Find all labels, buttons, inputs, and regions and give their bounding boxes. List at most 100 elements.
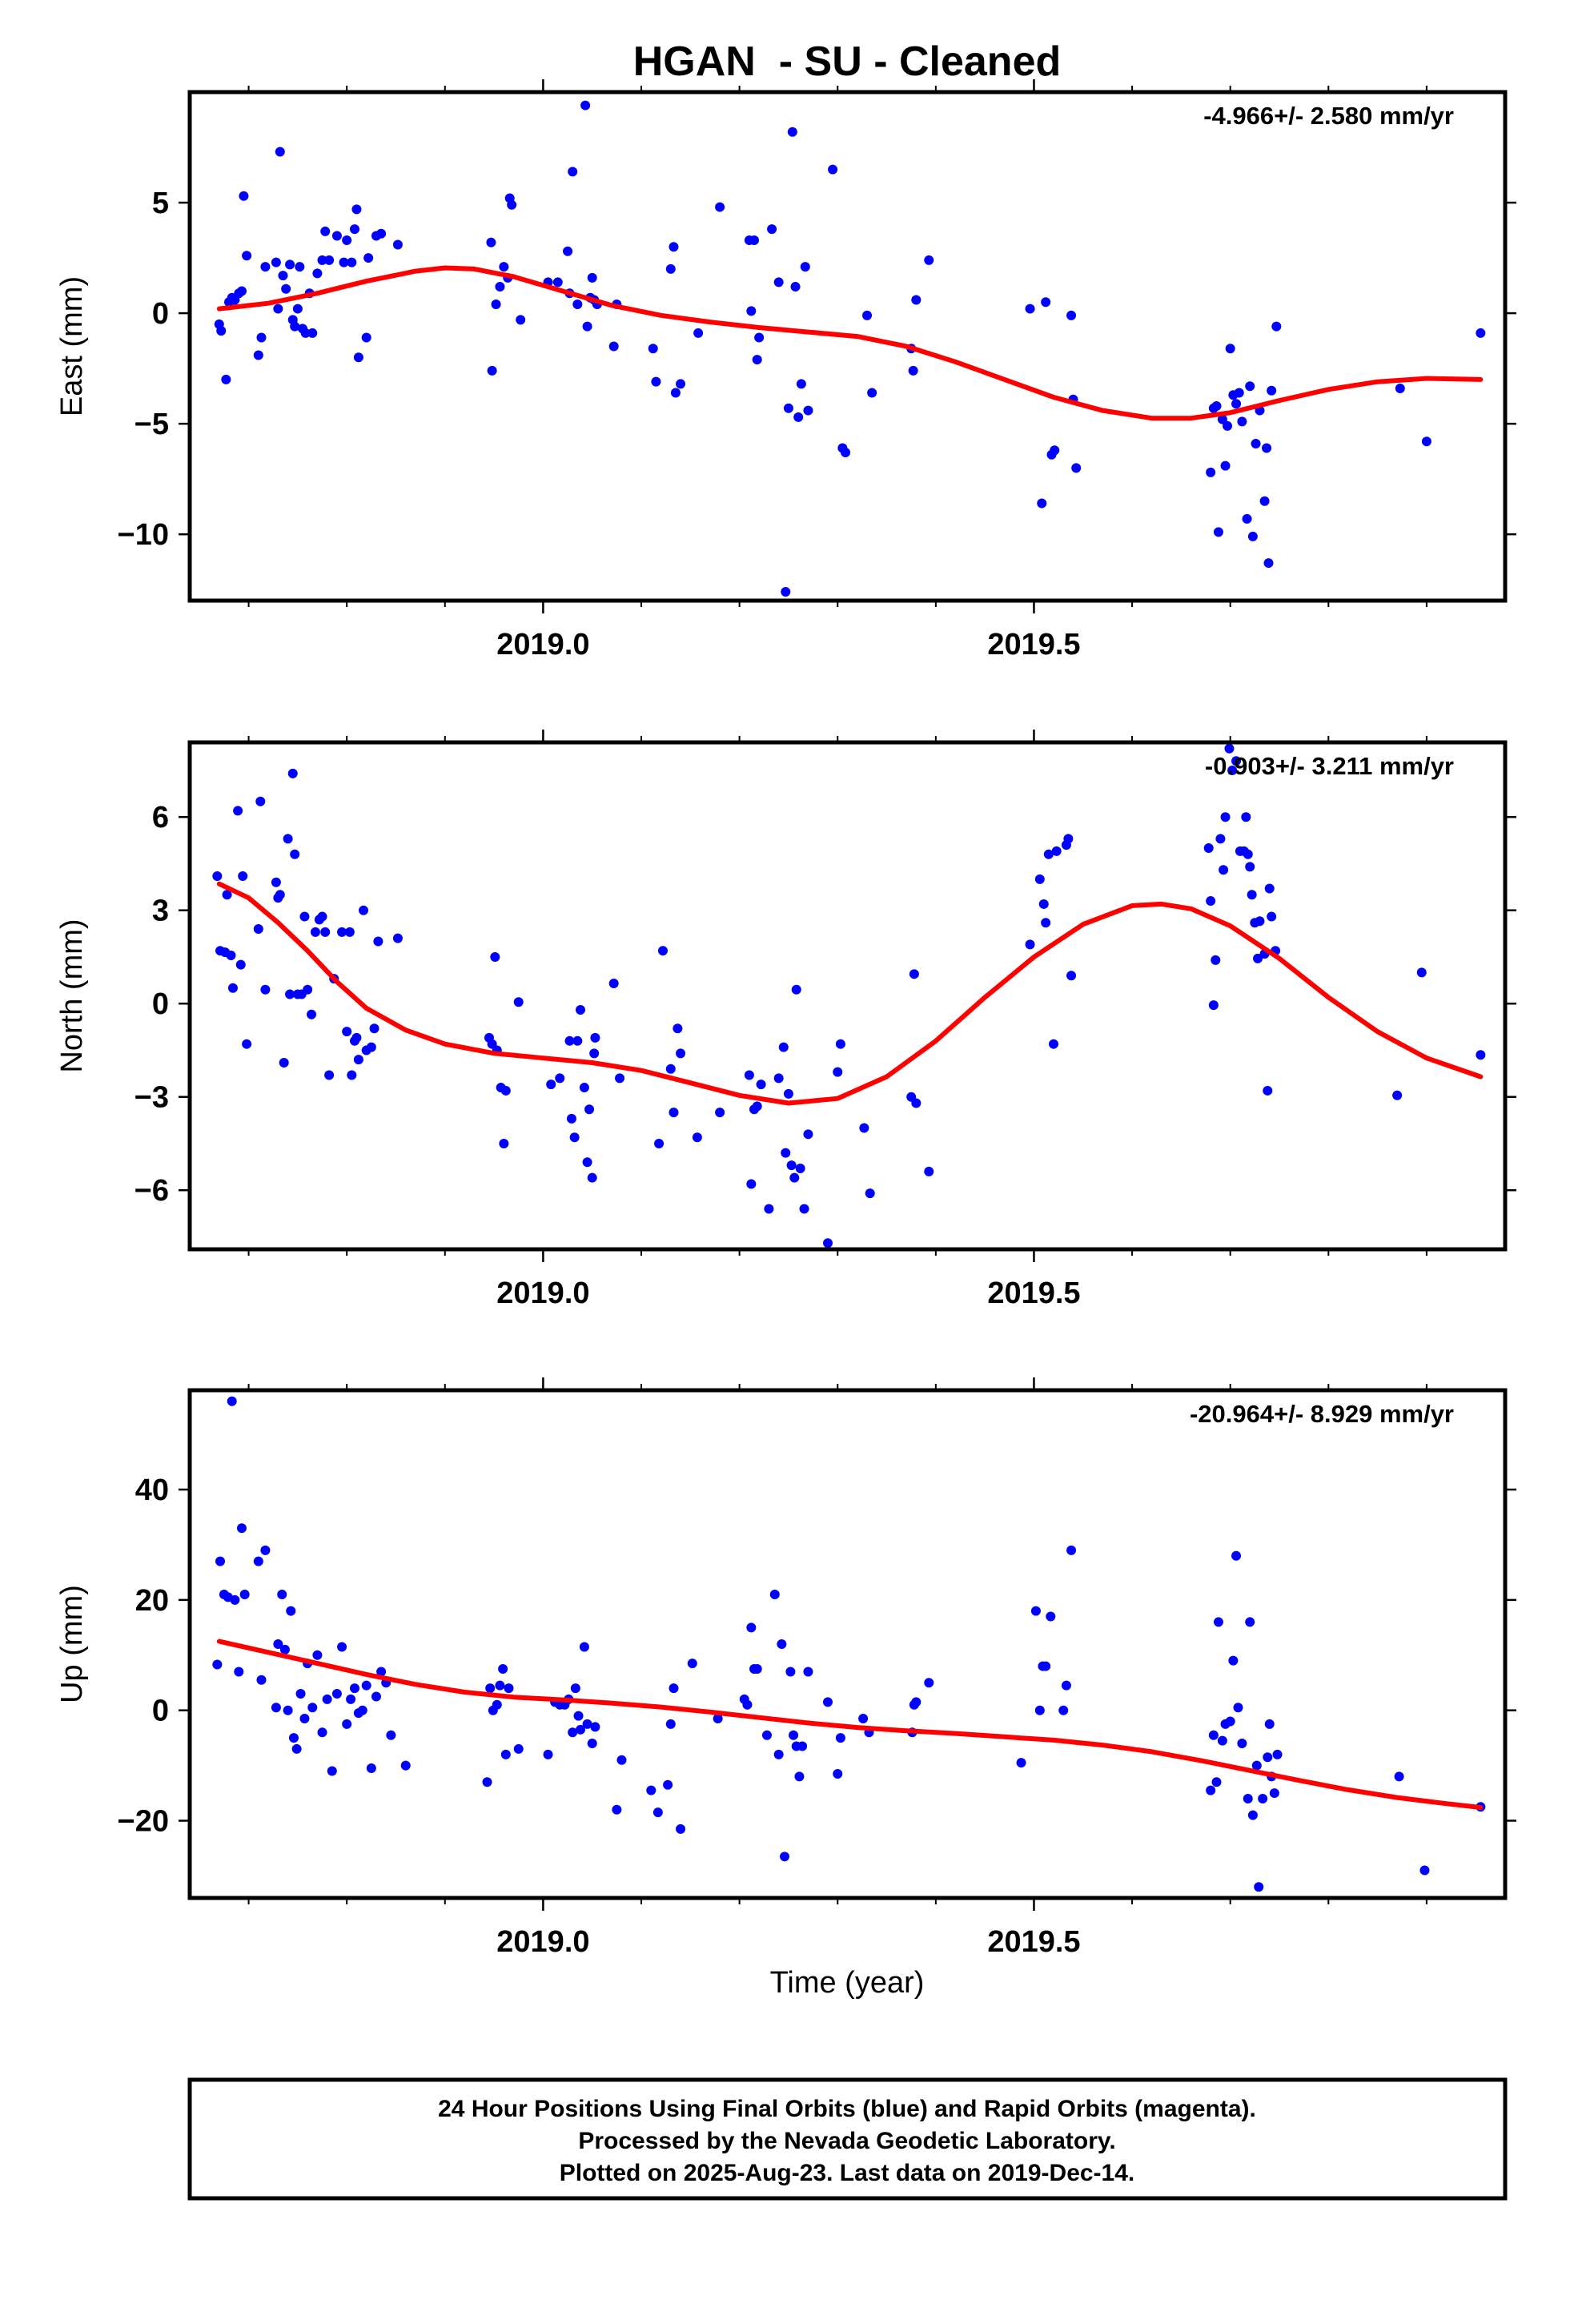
north-data-point [344,927,355,937]
east-data-point [648,344,658,354]
north-data-point [789,1172,800,1183]
up-data-point [1225,1716,1235,1727]
north-y-tick-label: 3 [152,895,169,928]
north-data-point [795,1164,805,1174]
east-data-point [1245,381,1255,392]
up-data-point [327,1766,337,1776]
north-data-point [1048,1039,1058,1049]
east-data-point [339,257,349,267]
east-data-point [295,262,305,272]
north-y-axis-label: North (mm) [55,919,89,1072]
east-data-point [1220,460,1231,471]
north-data-point [337,927,347,937]
north-data-point [307,1009,317,1019]
up-data-point [322,1694,332,1704]
east-data-point [746,306,757,316]
east-data-point [486,237,496,247]
east-data-point [608,341,619,352]
north-data-point [342,1027,352,1037]
north-data-point [555,1073,565,1084]
up-data-point [299,1714,310,1724]
north-data-point [859,1123,869,1133]
east-data-point [236,286,247,296]
east-data-point [256,332,267,343]
north-data-point [582,1157,592,1168]
up-data-point [742,1699,753,1710]
up-data-point [1217,1735,1227,1746]
east-data-point [507,199,517,210]
east-data-point [693,328,704,338]
north-data-point [744,1070,754,1080]
east-data-point [670,388,681,398]
east-data-point [1421,436,1431,447]
east-data-point [292,304,303,314]
north-data-point [773,1073,784,1084]
north-data-point [835,1039,845,1049]
east-data-point [1217,414,1227,424]
north-data-point [1416,967,1427,978]
up-data-point [713,1714,723,1724]
north-data-point [1253,953,1263,963]
north-data-point [746,1179,757,1189]
up-data-point [777,1639,787,1649]
north-data-point [303,984,313,995]
north-data-point [366,1042,376,1052]
east-data-point [908,365,918,376]
north-data-point [226,951,236,961]
up-data-point [1251,1760,1262,1771]
north-data-point [1264,883,1275,894]
east-data-point [363,253,374,263]
north-data-point [1208,1000,1219,1011]
up-data-point [1233,1703,1243,1713]
east-data-point [331,231,342,241]
east-data-point [300,328,311,338]
up-data-point [1058,1705,1069,1715]
footer-line-3: Plotted on 2025-Aug-23. Last data on 201… [560,2160,1135,2186]
east-data-point [1041,297,1051,308]
up-data-point [1243,1793,1253,1803]
up-data-point [676,1823,686,1834]
north-data-point [1224,743,1235,754]
north-y-tick-label: −3 [135,1081,169,1115]
up-data-point [504,1683,514,1694]
east-data-point [307,328,318,338]
east-data-point [1225,344,1235,354]
up-data-point [1245,1617,1255,1627]
north-data-point [1227,765,1238,775]
up-data-point [291,1743,302,1754]
north-data-point [781,1148,791,1158]
north-plot-frame [187,740,1508,1252]
north-data-point [310,927,320,937]
up-data-point [579,1642,589,1652]
north-data-point [587,1172,597,1183]
up-data-point [1272,1749,1283,1759]
north-data-point [564,1035,575,1046]
up-data-point [1258,1793,1268,1803]
north-data-point [1051,846,1062,856]
up-data-point [371,1691,381,1702]
east-data-point [793,412,804,422]
north-data-point [1243,849,1253,859]
east-data-point [495,281,505,292]
north-data-point [673,1023,683,1034]
up-data-point [346,1694,356,1704]
up-data-point [331,1689,342,1699]
up-data-point [570,1683,580,1694]
north-data-point [590,1032,600,1043]
up-data-point [1269,1788,1279,1799]
north-data-point [786,1160,797,1171]
up-data-point [785,1667,796,1677]
up-data-point [1254,1882,1264,1892]
east-y-tick-label: −10 [118,518,169,552]
east-data-point [669,242,679,252]
north-data-point [353,1055,363,1065]
east-data-point [1066,310,1077,320]
east-data-point [239,191,249,201]
east-data-point [1247,531,1258,541]
north-rate-label: -0.903+/- 3.211 mm/yr [1205,752,1454,780]
east-data-point [487,365,497,376]
north-data-point [227,983,238,993]
up-data-point [669,1683,679,1694]
east-data-point [1071,463,1082,473]
up-data-point [342,1719,352,1729]
